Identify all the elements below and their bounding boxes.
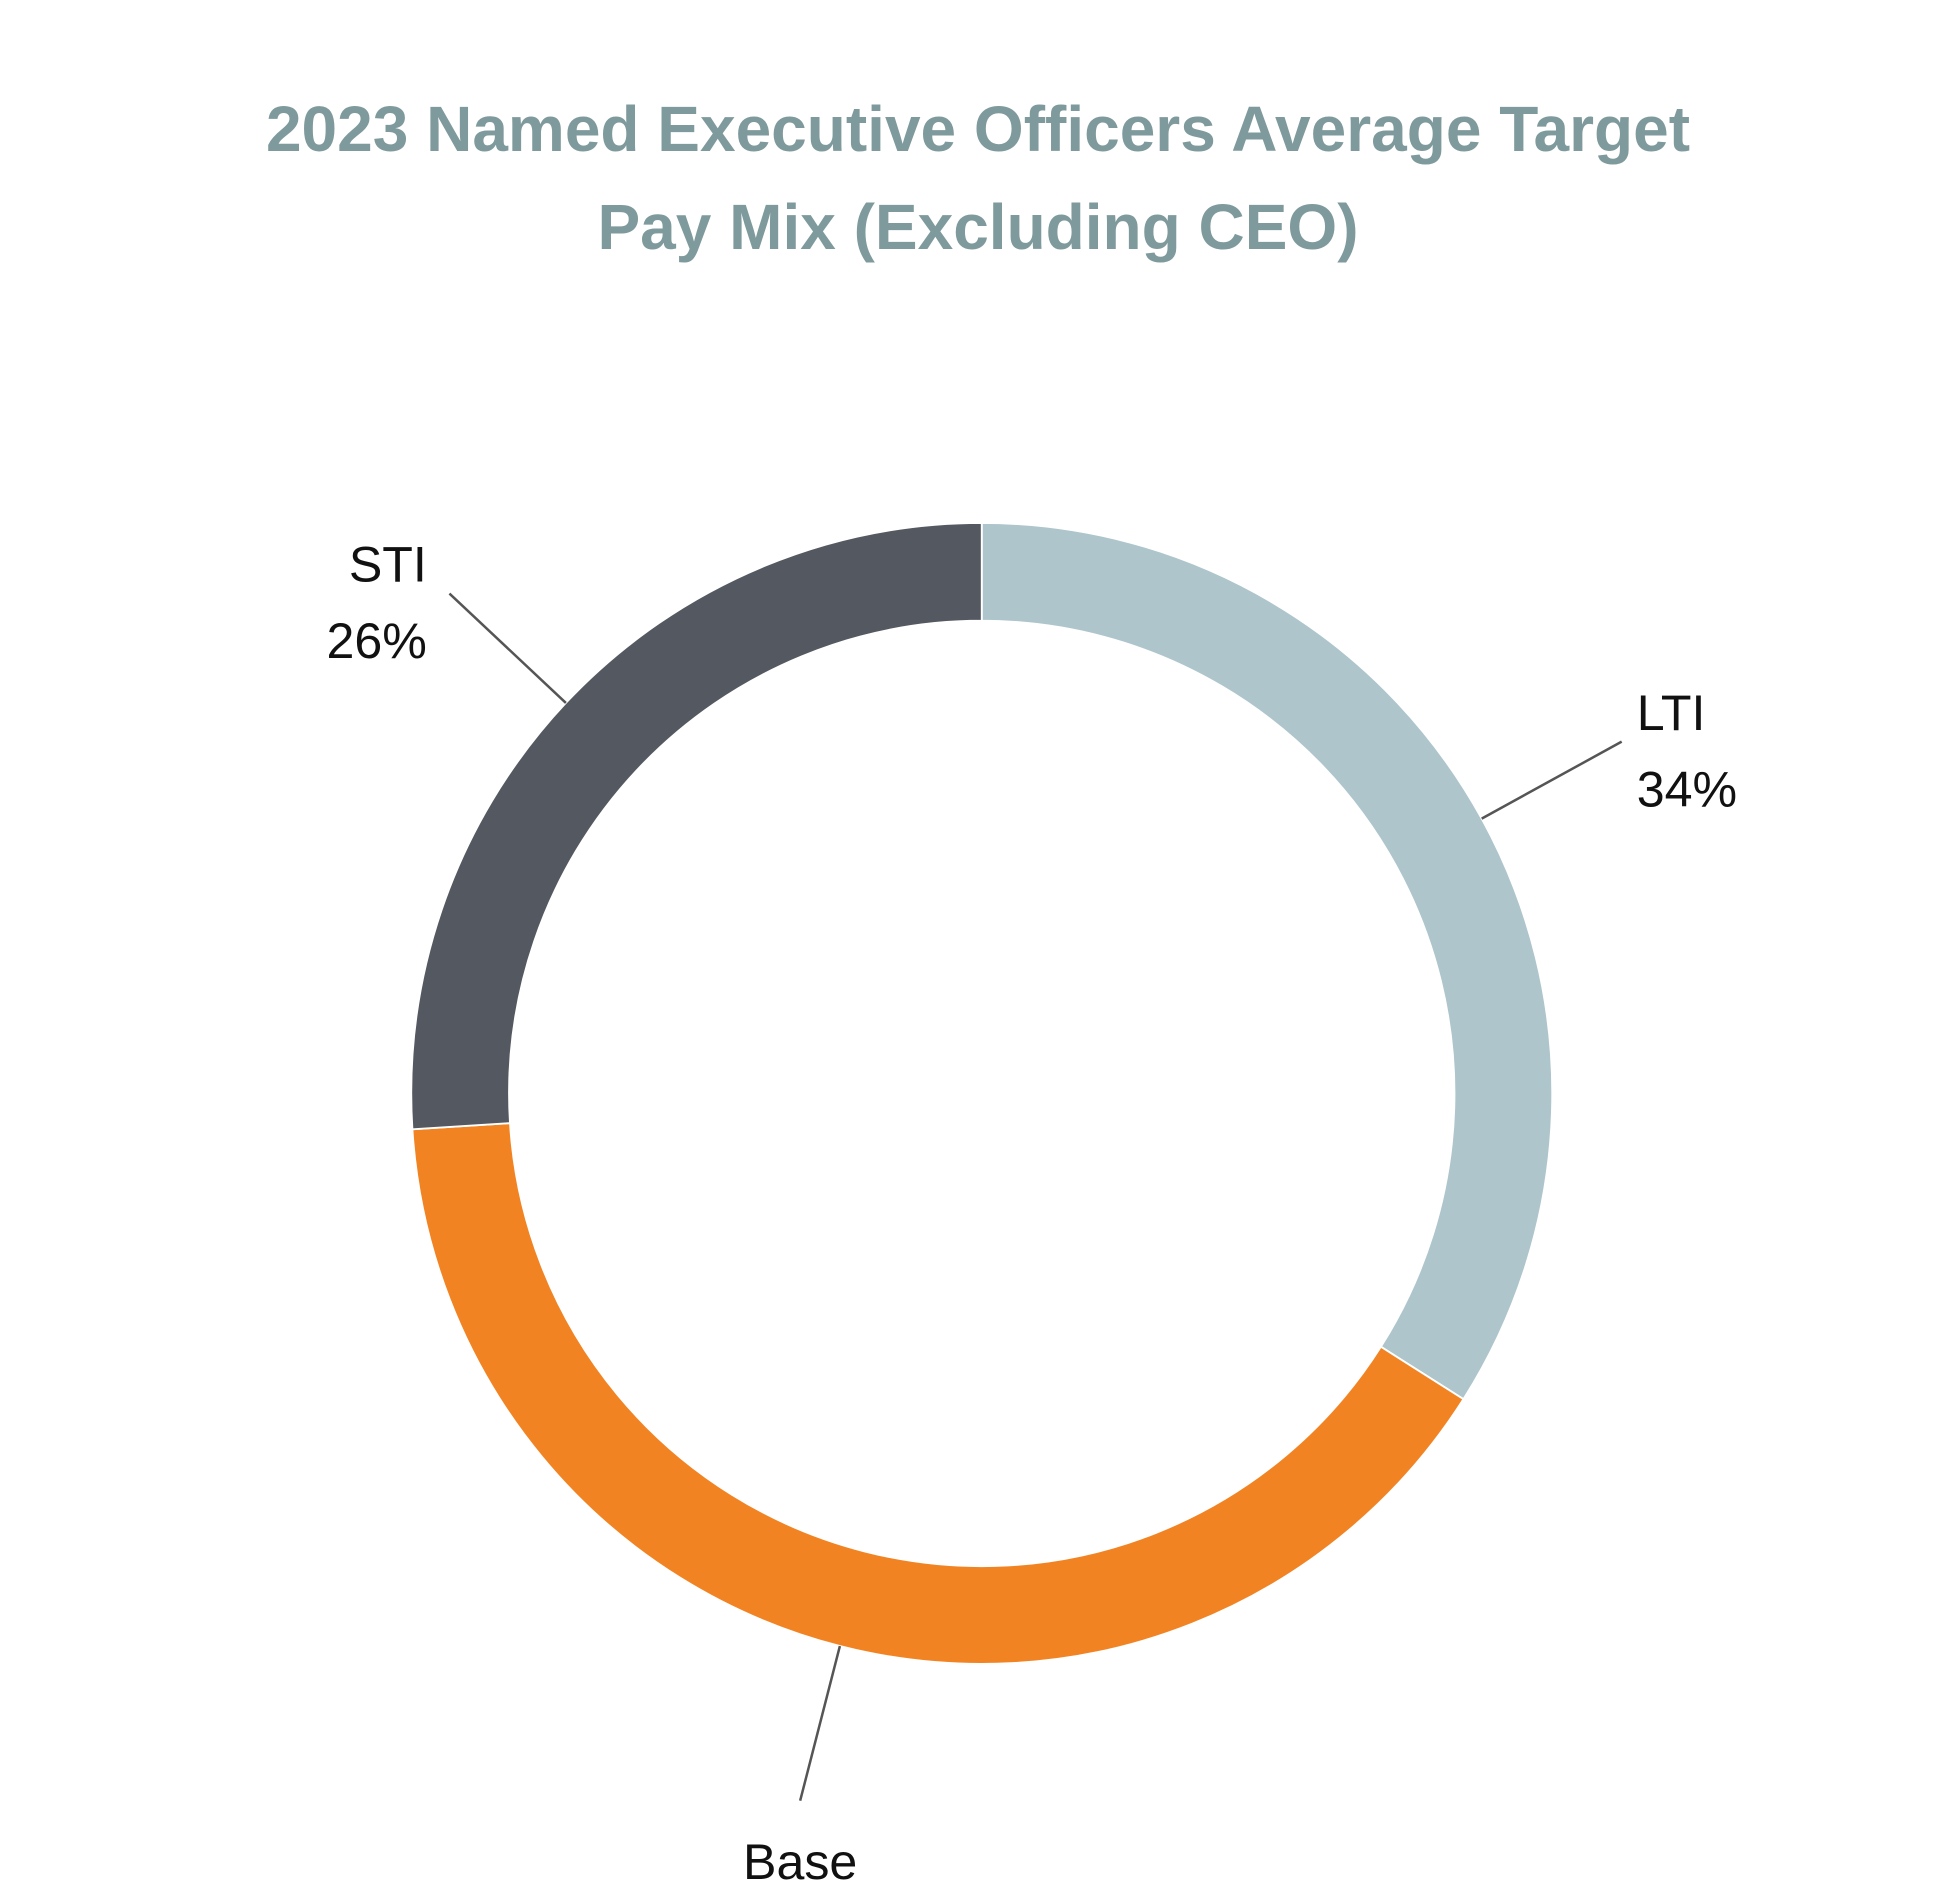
donut-slice [980,522,1554,1401]
slice-label: Base [743,1834,857,1890]
slice-label: LTI [1637,685,1706,741]
leader-line [1481,740,1623,820]
leader-line [798,1645,842,1802]
donut-slice [411,1122,1465,1665]
leader-line [448,592,567,704]
slice-value-label: 26% [327,613,427,669]
chart-title: 2023 Named Executive Officers Average Ta… [265,93,1691,263]
donut-slice [410,522,983,1131]
slice-value-label: 34% [1637,761,1737,817]
slice-label: STI [349,537,427,593]
